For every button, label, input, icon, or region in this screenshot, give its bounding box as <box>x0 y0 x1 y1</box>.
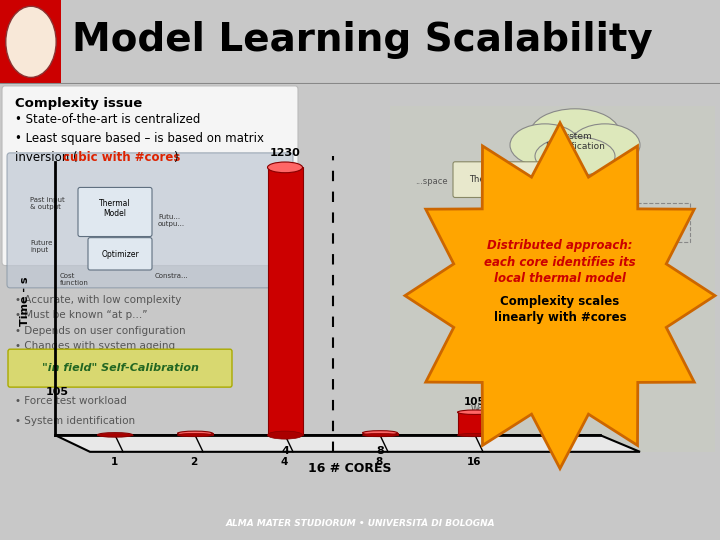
Text: Futu...
outpu...: Futu... outpu... <box>158 214 185 227</box>
Bar <box>178 433 212 435</box>
Bar <box>362 433 397 435</box>
FancyBboxPatch shape <box>7 153 293 288</box>
Ellipse shape <box>268 162 302 173</box>
Text: 4: 4 <box>281 446 289 456</box>
Text: ALMA MATER STUDIORUM • UNIVERSITÀ DI BOLOGNA: ALMA MATER STUDIORUM • UNIVERSITÀ DI BOL… <box>225 519 495 528</box>
Text: 105: 105 <box>464 397 486 407</box>
Text: linearly with #cores: linearly with #cores <box>494 312 626 325</box>
Text: Future
input: Future input <box>30 240 53 253</box>
Ellipse shape <box>535 137 615 176</box>
Text: Traini...
task...: Traini... task... <box>520 303 550 322</box>
Text: Temp...: Temp... <box>610 219 640 228</box>
Text: ...space: ...space <box>415 177 448 186</box>
Ellipse shape <box>457 410 492 415</box>
Ellipse shape <box>6 6 56 77</box>
Ellipse shape <box>362 431 397 435</box>
Ellipse shape <box>97 434 132 437</box>
Ellipse shape <box>362 434 397 437</box>
Ellipse shape <box>570 124 640 166</box>
FancyBboxPatch shape <box>8 349 232 387</box>
FancyBboxPatch shape <box>390 106 715 452</box>
Text: 8: 8 <box>376 446 384 456</box>
Polygon shape <box>55 435 640 452</box>
Text: Thermal Model: Thermal Model <box>469 175 531 184</box>
Ellipse shape <box>457 434 492 437</box>
Text: • Changes with system ageing: • Changes with system ageing <box>15 341 175 352</box>
Text: • System identification: • System identification <box>15 416 135 426</box>
Text: 1230: 1230 <box>269 148 300 158</box>
Text: • Accurate, with low complexity: • Accurate, with low complexity <box>15 294 181 305</box>
Bar <box>560 203 690 242</box>
Text: "in field" Self-Calibration: "in field" Self-Calibration <box>42 363 199 373</box>
Ellipse shape <box>530 109 620 159</box>
Text: Time - s: Time - s <box>20 276 30 326</box>
FancyBboxPatch shape <box>78 187 152 237</box>
Text: 16 # CORES: 16 # CORES <box>308 462 392 475</box>
Text: Model Learning Scalability: Model Learning Scalability <box>72 21 653 59</box>
FancyBboxPatch shape <box>453 162 547 198</box>
Text: • Depends on user configuration: • Depends on user configuration <box>15 326 186 336</box>
Ellipse shape <box>97 433 132 437</box>
Bar <box>457 412 492 435</box>
Text: inversion (: inversion ( <box>15 151 78 164</box>
Text: Constra...: Constra... <box>155 273 189 279</box>
Text: local thermal model: local thermal model <box>494 272 626 286</box>
Text: System
Identification: System Identification <box>545 132 605 151</box>
Ellipse shape <box>510 124 580 166</box>
Text: Distributed approach:: Distributed approach: <box>487 239 633 252</box>
Text: Cost
function: Cost function <box>60 273 89 286</box>
Text: ): ) <box>173 151 178 164</box>
Text: Complexity issue: Complexity issue <box>15 97 143 110</box>
FancyBboxPatch shape <box>0 0 61 84</box>
Text: • Must be known “at p...”: • Must be known “at p...” <box>15 310 148 320</box>
Bar <box>268 167 302 435</box>
Text: 1: 1 <box>110 457 117 468</box>
Ellipse shape <box>178 434 212 437</box>
Text: 2: 2 <box>190 457 197 468</box>
Ellipse shape <box>178 431 212 436</box>
Text: 8: 8 <box>375 457 382 468</box>
Text: cubic with #cores: cubic with #cores <box>63 151 181 164</box>
Text: • Force test workload: • Force test workload <box>15 396 127 406</box>
Text: 105: 105 <box>45 387 68 397</box>
Text: Workload: Workload <box>470 405 510 414</box>
Text: 16: 16 <box>467 457 481 468</box>
Text: Past input
& output: Past input & output <box>30 198 65 211</box>
Text: Optimizer: Optimizer <box>101 250 139 259</box>
Text: 4: 4 <box>280 457 288 468</box>
Text: Complexity scales: Complexity scales <box>500 295 620 308</box>
Polygon shape <box>405 123 715 469</box>
Text: Thermal
Model: Thermal Model <box>99 199 131 218</box>
Text: each core identifies its: each core identifies its <box>484 255 636 269</box>
FancyBboxPatch shape <box>88 238 152 270</box>
Text: • State-of-the-art is centralized: • State-of-the-art is centralized <box>15 113 200 126</box>
Ellipse shape <box>268 431 302 439</box>
Text: • Least square based – is based on matrix: • Least square based – is based on matri… <box>15 132 264 145</box>
FancyBboxPatch shape <box>2 86 298 266</box>
